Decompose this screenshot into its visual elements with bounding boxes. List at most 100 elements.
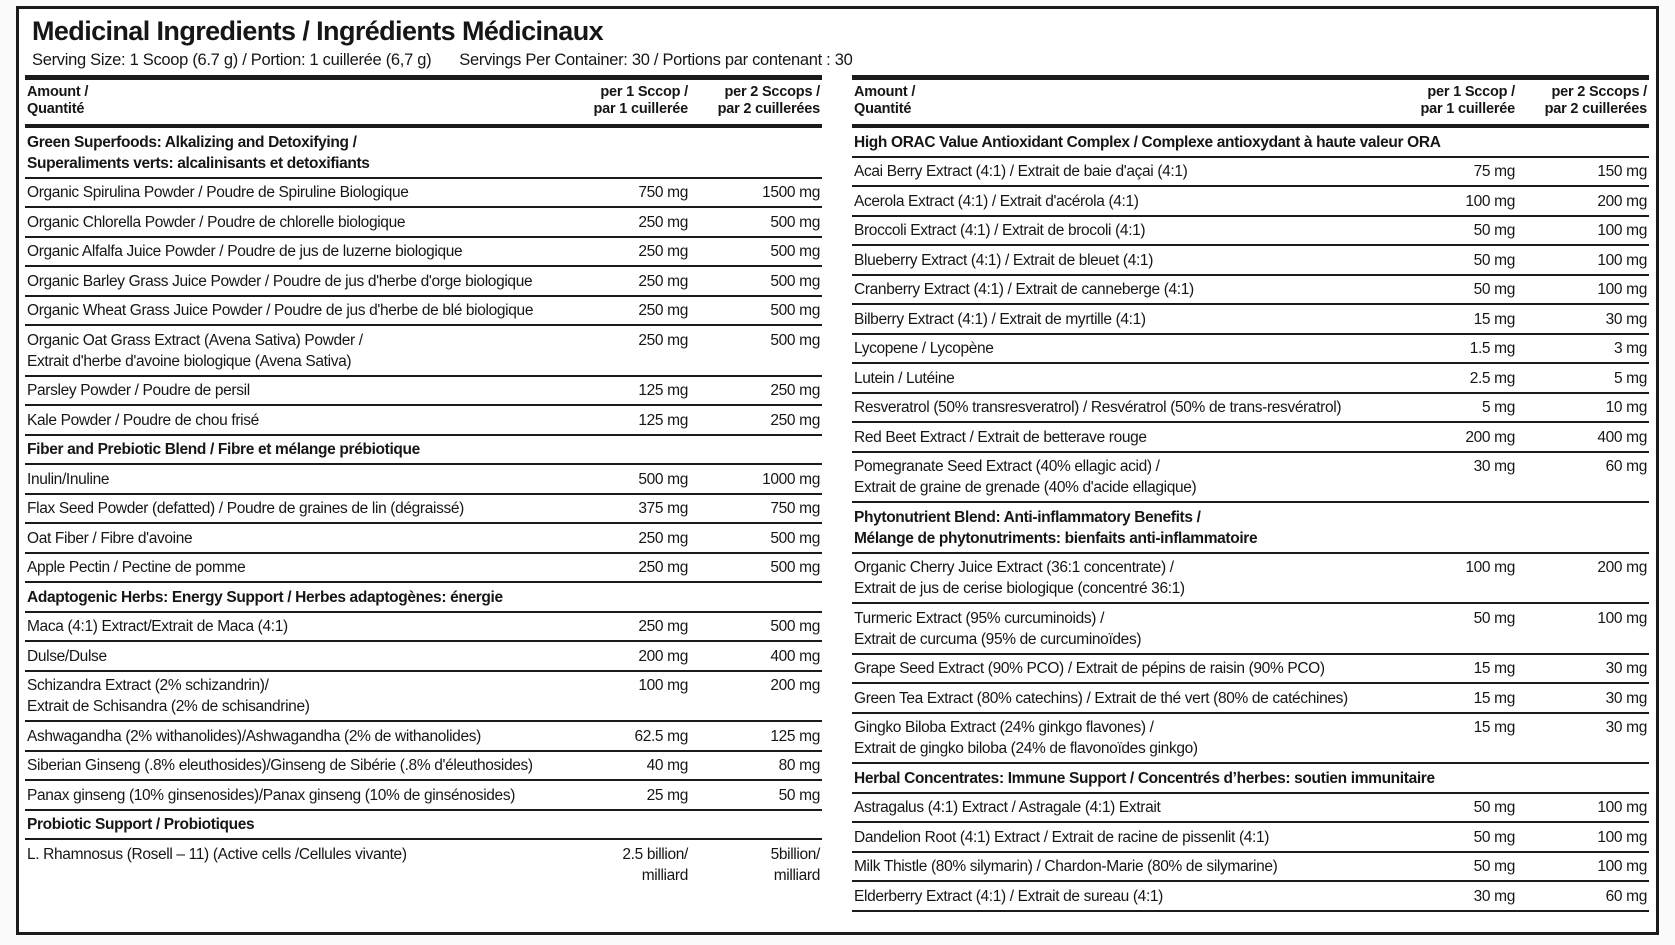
amount-per-2-scoops: 400 mg	[770, 647, 820, 665]
ingredient-name: Broccoli Extract (4:1) / Extrait de broc…	[854, 222, 1146, 239]
ingredient-name: Cranberry Extract (4:1) / Extrait de can…	[854, 281, 1194, 298]
ingredient-row: Acai Berry Extract (4:1) / Extrait de ba…	[852, 158, 1649, 187]
divider-bar	[852, 123, 1649, 128]
amount-per-2-scoops: 500 mg	[770, 243, 820, 260]
ingredient-name: Oat Fiber / Fibre d'avoine	[27, 529, 193, 547]
amount-per-1-scoop: 15 mg	[1473, 719, 1516, 736]
ingredient-row: Organic Wheat Grass Juice Powder / Poudr…	[25, 297, 822, 326]
section-header-row: Herbal Concentrates: Immune Support / Co…	[852, 764, 1649, 794]
amount-per-1-scoop: 30 mg	[1473, 887, 1516, 905]
amount-per-2-scoops: 500 mg	[770, 529, 820, 547]
amount-per-2-scoops: 30 mg	[1605, 310, 1648, 328]
ingredient-row: Lutein / Lutéine 2.5 mg 5 mg	[852, 364, 1649, 394]
ingredient-name: Elderberry Extract (4:1) / Extrait de su…	[854, 887, 1163, 905]
ingredient-row: Bilberry Extract (4:1) / Extrait de myrt…	[852, 305, 1649, 335]
amount-per-1-scoop: 375 mg	[638, 500, 688, 517]
amount-per-2-scoops: 10 mg	[1605, 399, 1648, 416]
section-header-row: High ORAC Value Antioxidant Complex / Co…	[852, 128, 1649, 158]
column-header-per-2-scoops: per 2 Sccops / par 2 cuillerées	[717, 83, 821, 118]
ingredient-name: Ashwagandha (2% withanolides)/Ashwagandh…	[27, 727, 481, 745]
ingredient-name: Organic Spirulina Powder / Poudre de Spi…	[27, 184, 409, 201]
ingredient-name: Kale Powder / Poudre de chou frisé	[27, 411, 259, 429]
ingredient-row: Pomegranate Seed Extract (40% ellagic ac…	[852, 453, 1649, 503]
amount-per-2-scoops: 60 mg	[1605, 887, 1648, 905]
ingredient-row: Turmeric Extract (95% curcuminoids) / Ext…	[852, 604, 1649, 655]
ingredient-name: Dandelion Root (4:1) Extract / Extrait d…	[854, 828, 1270, 846]
ingredient-row: Dulse/Dulse 200 mg 400 mg	[25, 642, 822, 672]
section-title: High ORAC Value Antioxidant Complex / Co…	[854, 133, 1441, 151]
amount-per-2-scoops: 100 mg	[1597, 281, 1647, 298]
ingredient-name: Milk Thistle (80% silymarin) / Chardon-M…	[854, 858, 1278, 875]
serving-size-text: Serving Size: 1 Scoop (6.7 g) / Portion:…	[32, 51, 432, 69]
section-header-row: Adaptogenic Herbs: Energy Support / Herb…	[25, 583, 822, 613]
serving-info: Serving Size: 1 Scoop (6.7 g) / Portion:…	[32, 50, 1646, 70]
ingredient-name: Lycopene / Lycopène	[854, 340, 994, 357]
amount-per-2-scoops: 30 mg	[1605, 689, 1648, 707]
section-title: Adaptogenic Herbs: Energy Support / Herb…	[27, 588, 503, 606]
amount-per-1-scoop: 30 mg	[1473, 458, 1516, 475]
ingredient-row: Astragalus (4:1) Extract / Astragale (4:…	[852, 794, 1649, 823]
amount-per-1-scoop: 500 mg	[638, 470, 688, 488]
amount-per-1-scoop: 50 mg	[1473, 251, 1516, 269]
section-header-row: Green Superfoods: Alkalizing and Detoxif…	[25, 128, 822, 179]
ingredient-name: Red Beet Extract / Extrait de betterave …	[854, 428, 1147, 446]
ingredient-row: Organic Spirulina Powder / Poudre de Spi…	[25, 179, 822, 208]
ingredient-name: Astragalus (4:1) Extract / Astragale (4:…	[854, 799, 1161, 816]
amount-per-1-scoop: 50 mg	[1473, 222, 1516, 239]
amount-per-2-scoops: 30 mg	[1605, 719, 1648, 736]
amount-per-2-scoops: 100 mg	[1597, 828, 1647, 846]
amount-per-2-scoops: 100 mg	[1597, 609, 1647, 627]
tables-wrapper: Amount / Quantité per 1 Sccop / par 1 cu…	[19, 75, 1656, 912]
column-header-amount: Amount / Quantité	[854, 83, 916, 118]
ingredient-name: Organic Alfalfa Juice Powder / Poudre de…	[27, 243, 463, 260]
amount-per-2-scoops: 60 mg	[1605, 458, 1648, 475]
amount-per-2-scoops: 500 mg	[770, 272, 820, 290]
ingredient-row: Maca (4:1) Extract/Extrait de Maca (4:1)…	[25, 613, 822, 642]
ingredient-row: Organic Cherry Juice Extract (36:1 conce…	[852, 554, 1649, 604]
ingredient-row: Inulin/Inuline 500 mg 1000 mg	[25, 465, 822, 495]
ingredient-row: Organic Barley Grass Juice Powder / Poud…	[25, 267, 822, 297]
amount-per-1-scoop: 250 mg	[638, 618, 688, 635]
ingredient-row: Blueberry Extract (4:1) / Extrait de ble…	[852, 246, 1649, 276]
amount-per-1-scoop: 100 mg	[1465, 559, 1515, 576]
amount-per-2-scoops: 1500 mg	[762, 184, 820, 201]
amount-per-1-scoop: 15 mg	[1473, 310, 1516, 328]
section-header-row: Probiotic Support / Probiotiques	[25, 811, 822, 840]
column-header-per-2-scoops: per 2 Sccops / par 2 cuillerées	[1544, 83, 1648, 118]
amount-per-2-scoops: 5billion/milliard	[770, 845, 821, 884]
amount-per-2-scoops: 400 mg	[1597, 428, 1647, 446]
ingredient-row: Organic Chlorella Powder / Poudre de chl…	[25, 208, 822, 238]
section-title: Herbal Concentrates: Immune Support / Co…	[854, 769, 1435, 787]
ingredient-name: Inulin/Inuline	[27, 470, 110, 488]
ingredient-row: Flax Seed Powder (defatted) / Poudre de …	[25, 495, 822, 524]
amount-per-1-scoop: 100 mg	[1465, 192, 1515, 210]
amount-per-1-scoop: 200 mg	[1465, 428, 1515, 446]
ingredient-name: Pomegranate Seed Extract (40% ellagic ac…	[854, 458, 1197, 496]
ingredient-row: Gingko Biloba Extract (24% ginkgo flavon…	[852, 714, 1649, 764]
ingredient-name: Bilberry Extract (4:1) / Extrait de myrt…	[854, 310, 1146, 328]
amount-per-1-scoop: 250 mg	[638, 302, 688, 319]
amount-per-2-scoops: 200 mg	[770, 677, 820, 694]
amount-per-1-scoop: 100 mg	[638, 677, 688, 694]
ingredients-table-right: Amount / Quantité per 1 Sccop / par 1 cu…	[852, 75, 1649, 912]
column-header-per-1-scoop: per 1 Sccop / par 1 cuillerée	[593, 83, 688, 118]
panel-title: Medicinal Ingredients / Ingrédients Médi…	[32, 16, 604, 46]
amount-per-1-scoop: 2.5 mg	[1469, 369, 1516, 387]
ingredient-name: Acerola Extract (4:1) / Extrait d'acérol…	[854, 192, 1139, 210]
ingredient-name: Dulse/Dulse	[27, 647, 107, 665]
section-title: Green Superfoods: Alkalizing and Detoxif…	[27, 133, 370, 172]
section-title: Probiotic Support / Probiotiques	[27, 816, 255, 833]
amount-per-2-scoops: 200 mg	[1597, 559, 1647, 576]
amount-per-1-scoop: 50 mg	[1473, 858, 1516, 875]
amount-per-1-scoop: 50 mg	[1473, 609, 1516, 627]
ingredient-row: Schizandra Extract (2% schizandrin)/Extr…	[25, 672, 822, 722]
amount-per-2-scoops: 500 mg	[770, 331, 820, 349]
table-rows-right: High ORAC Value Antioxidant Complex / Co…	[852, 128, 1649, 912]
amount-per-2-scoops: 250 mg	[770, 411, 820, 429]
divider-bar	[852, 75, 1649, 80]
amount-per-2-scoops: 50 mg	[778, 786, 821, 804]
amount-per-2-scoops: 500 mg	[770, 618, 820, 635]
amount-per-2-scoops: 80 mg	[778, 757, 821, 774]
column-headers: Amount / Quantité per 1 Sccop / par 1 cu…	[852, 80, 1649, 124]
section-header-row: Fiber and Prebiotic Blend / Fibre et mél…	[25, 436, 822, 465]
